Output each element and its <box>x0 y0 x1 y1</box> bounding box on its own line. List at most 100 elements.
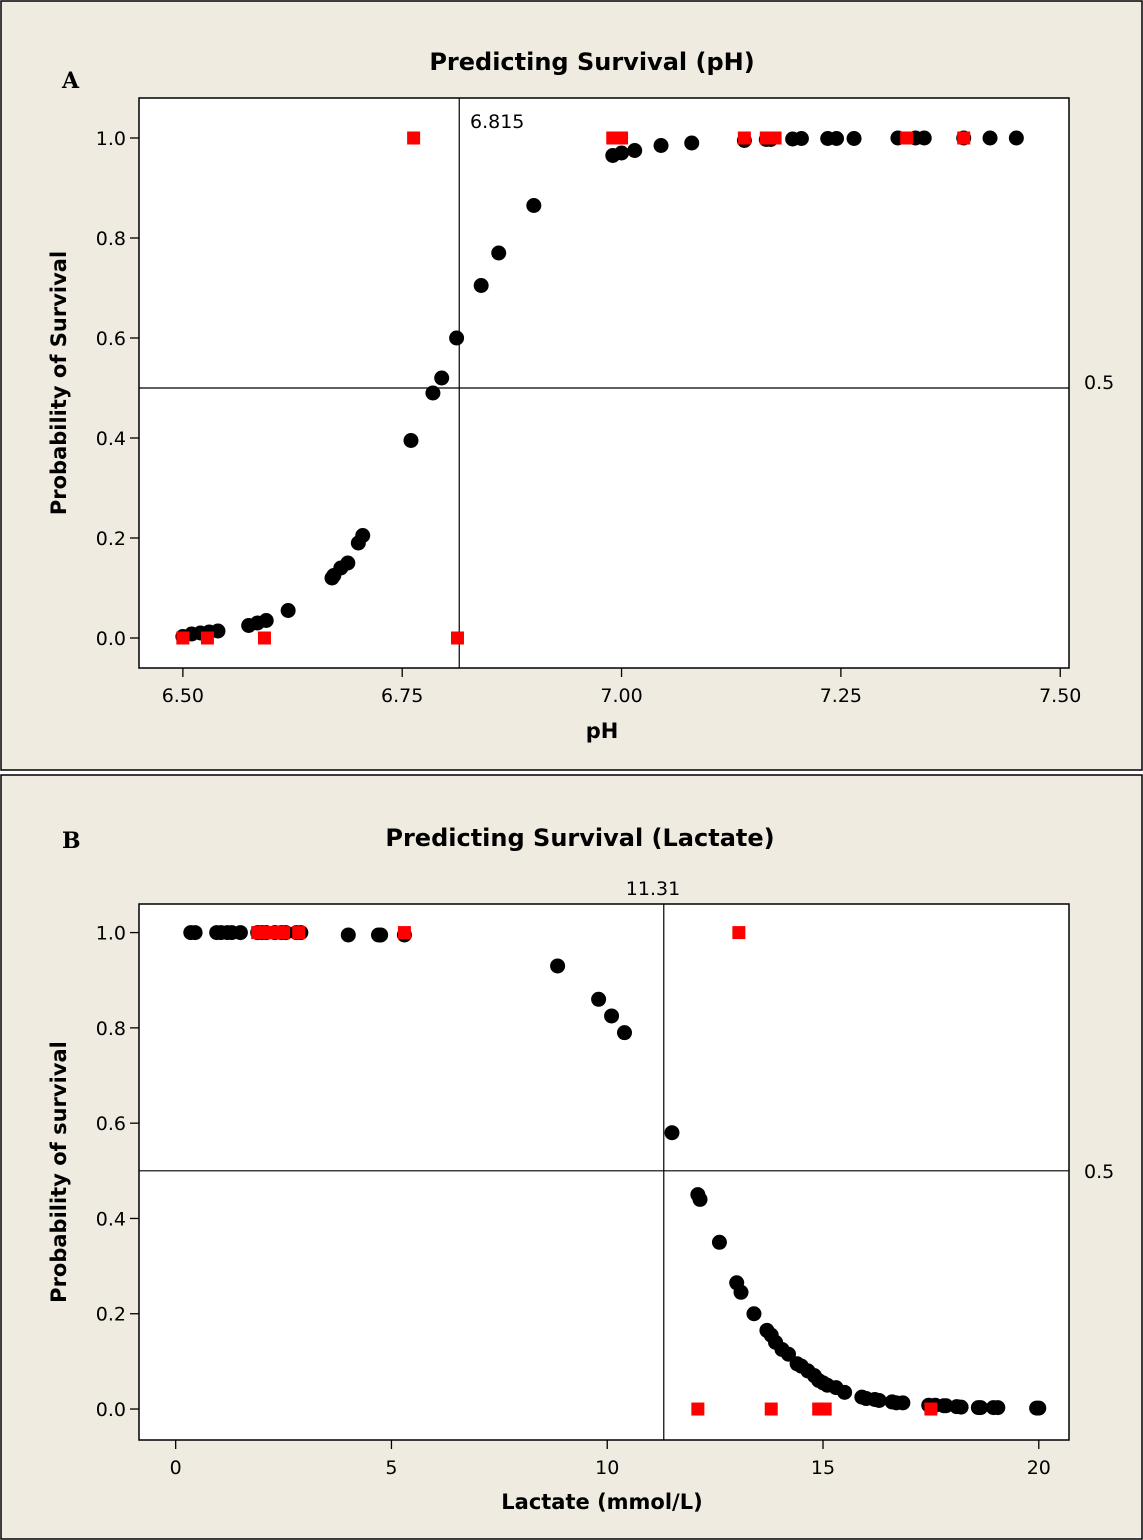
panel-a-predicted-point <box>403 433 419 448</box>
panel-b-marks: 0 5 10 15 20 0.0 0.2 0.4 0.6 0.8 1.0 <box>96 904 1069 1479</box>
panel-b-predicted-point <box>973 1400 989 1416</box>
panel-a-x-tick-label: 7.50 <box>1039 685 1081 707</box>
panel-a-predicted-point <box>280 603 296 618</box>
panel-b-predicted-point <box>340 927 356 943</box>
panel-b-y-tick-label: 0.2 <box>96 1304 126 1326</box>
panel-a-title: Predicting Survival (pH) <box>429 48 754 76</box>
panel-a-predicted-point <box>491 245 507 261</box>
panel-b-y-tick-label: 1.0 <box>96 923 126 945</box>
panel-b-x-tick-label: 20 <box>1027 1457 1051 1479</box>
panel-b-observed-point <box>292 926 306 940</box>
panel-a-predicted-point <box>627 143 643 158</box>
panel-b-x-tick-label: 10 <box>595 1457 619 1479</box>
panel-b-x-tick-label: 15 <box>811 1457 835 1479</box>
panel-b-predicted-point <box>871 1392 887 1408</box>
panel-a-predicted-point <box>526 198 542 213</box>
panel-a-observed-point <box>900 131 914 145</box>
panel-b-predicted-point <box>837 1384 853 1400</box>
panel-a-predicted-point <box>425 385 441 401</box>
panel-b-y-tick-label: 0.6 <box>96 1113 126 1135</box>
panel-a-predicted-point <box>846 131 862 146</box>
panel-a-predicted-point <box>355 528 371 543</box>
panel-b-predicted-point <box>953 1399 969 1415</box>
panel-a-y-tick-label: 0.2 <box>96 528 126 550</box>
panel-b-predicted-point <box>664 1125 680 1141</box>
panel-a-y-tick-label: 1.0 <box>96 128 126 150</box>
panel-a-predicted-point <box>684 135 700 151</box>
panel-b-y-axis-label: Probability of survival <box>47 1041 71 1303</box>
panel-b-predicted-point <box>187 925 203 941</box>
panel-a-x-tick-label: 6.75 <box>381 685 423 707</box>
panel-a-observed-point <box>407 131 421 145</box>
panel-b-x-tick-label: 5 <box>385 1457 397 1479</box>
panel-b-y-tick-label: 0.8 <box>96 1018 126 1040</box>
panel-a-observed-point <box>200 631 214 645</box>
panel-b-observed-point <box>277 926 291 940</box>
panel-b-observed-point <box>397 926 411 940</box>
panel-a-label: A <box>61 68 80 94</box>
panel-a-observed-point <box>176 631 190 645</box>
panel-b-y-tick-label: 0.4 <box>96 1208 126 1230</box>
panel-a-x-tick-label: 6.50 <box>162 685 204 707</box>
panel-a-predicted-point <box>473 278 489 293</box>
panel-a-y-tick-label: 0.6 <box>96 328 126 350</box>
panel-b-observed-point <box>764 1402 778 1416</box>
panel-a-x-axis-label: pH <box>586 719 619 743</box>
panel-a-x-tick-label: 7.25 <box>820 685 862 707</box>
panel-b-predicted-point <box>232 925 248 941</box>
panel-a-hline-label: 0.5 <box>1084 372 1114 394</box>
panel-a-vline-label: 6.815 <box>470 111 524 133</box>
panel-b-plot-area <box>138 903 1070 1441</box>
panel-a-predicted-point <box>449 330 465 346</box>
panel-a-observed-point <box>257 631 271 645</box>
panel-a-plot-area <box>138 97 1070 669</box>
panel-b-title: Predicting Survival (Lactate) <box>385 824 774 852</box>
panel-a-predicted-point <box>982 130 998 146</box>
panel-b-predicted-point <box>711 1234 727 1250</box>
panel-a-observed-point <box>615 131 629 145</box>
panel-b-predicted-point <box>692 1191 708 1207</box>
panel-a-observed-point <box>737 131 751 145</box>
panel-a-predicted-point <box>258 613 274 628</box>
panel-a-observed-point <box>957 131 971 145</box>
panel-a-observed-point <box>450 631 464 645</box>
panel-b-vline-label: 11.31 <box>626 878 680 900</box>
panel-b-predicted-point <box>373 927 389 943</box>
panel-b-predicted-point <box>895 1395 911 1411</box>
panel-b-predicted-point <box>780 1346 796 1362</box>
panel-a-predicted-point <box>614 145 630 161</box>
panel-a-predicted-point <box>829 131 844 146</box>
panel-b-predicted-point <box>1031 1400 1047 1416</box>
panel-b-x-tick-label: 0 <box>170 1457 182 1479</box>
panel-b-predicted-point <box>591 991 607 1007</box>
panel-b-predicted-point <box>938 1398 954 1414</box>
panel-a-y-tick-label: 0.4 <box>96 428 126 450</box>
panel-a-marks: 6.50 6.75 7.00 7.25 7.50 0.0 0.2 0.4 0.6 0.8 1.0 <box>96 98 1081 707</box>
panel-a-y-tick-label: 0.0 <box>96 628 126 650</box>
panel-b-x-axis-label: Lactate (mmol/L) <box>501 1490 702 1514</box>
panel-b-hline-label: 0.5 <box>1084 1161 1114 1183</box>
panel-b-observed-point <box>924 1402 938 1416</box>
panel-b-observed-point <box>732 926 746 940</box>
panel-a-predicted-point <box>1008 130 1024 146</box>
panel-a-predicted-point <box>434 370 450 386</box>
panel-b-label: B <box>62 828 81 854</box>
panel-a-y-axis-label: Probability of Survival <box>47 251 71 515</box>
panel-b-observed-point <box>691 1402 705 1416</box>
panel-a-predicted-point <box>916 130 932 146</box>
panel-b-predicted-point <box>990 1400 1006 1416</box>
panel-b-predicted-point <box>746 1306 762 1322</box>
panel-a-y-tick-label: 0.8 <box>96 228 126 250</box>
panel-a-x-tick-label: 7.00 <box>600 685 642 707</box>
panel-b-predicted-point <box>733 1284 749 1300</box>
panel-b-predicted-point <box>550 958 566 974</box>
panel-a-predicted-point <box>340 555 356 571</box>
panel-b-y-tick-label: 0.0 <box>96 1399 126 1421</box>
panel-b-observed-point <box>818 1402 832 1416</box>
panel-a-predicted-point <box>210 623 226 639</box>
panel-a-observed-point <box>768 131 782 145</box>
panel-a-predicted-point <box>793 131 809 146</box>
panel-a-predicted-point <box>653 138 669 153</box>
panel-b-predicted-point <box>604 1008 620 1024</box>
